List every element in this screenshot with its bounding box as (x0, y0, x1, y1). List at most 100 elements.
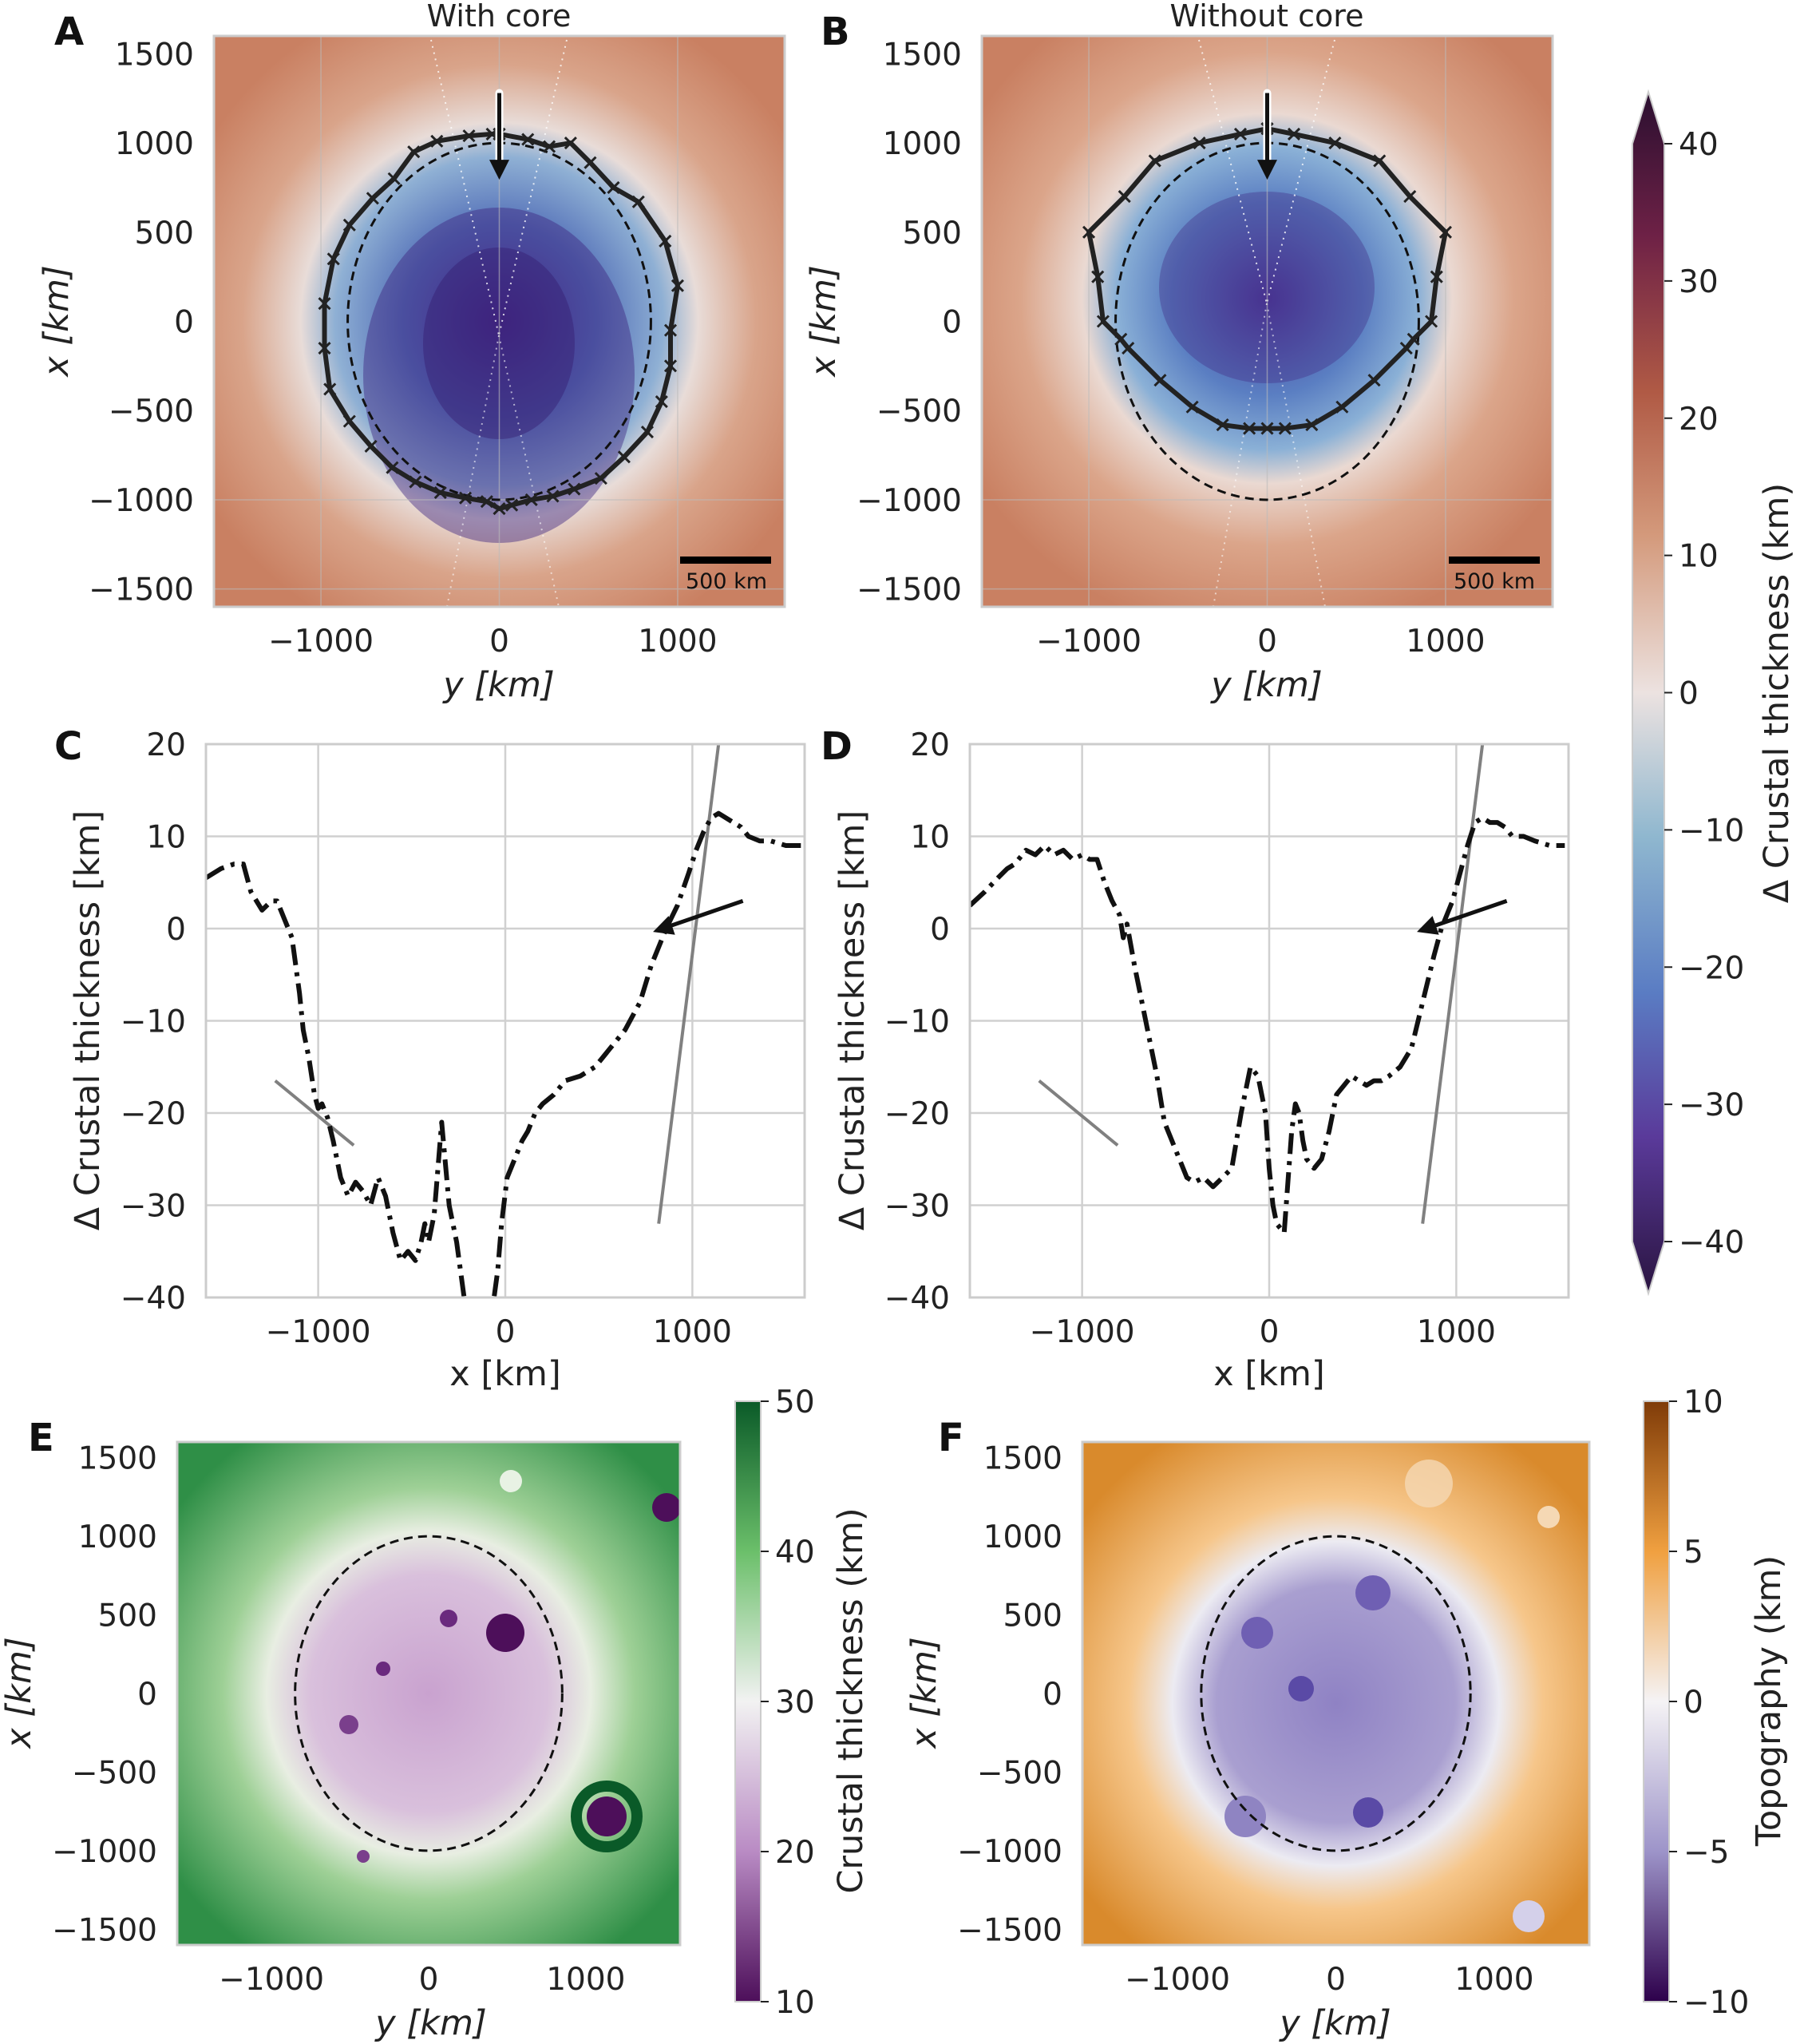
panel-a-outline-marker (543, 140, 556, 153)
topo-colorbar-tick-label: 0 (1683, 1685, 1703, 1721)
panel-b-outline-marker (1399, 341, 1413, 355)
panel-b-outline-marker (1403, 190, 1417, 204)
panel-b-frame (980, 34, 1554, 608)
panel-e-ytick-label: 500 (98, 1598, 157, 1634)
panel-a-outline-marker (607, 180, 620, 194)
panel-a-outline-marker (430, 134, 444, 148)
panel-e-xtick-label: 0 (419, 1962, 439, 1998)
crust-colorbar-tick-label: 40 (775, 1535, 815, 1571)
panel-a-outline-marker (671, 279, 684, 292)
panel-a-frame (212, 34, 786, 608)
panel-c-reference-line (274, 1079, 355, 1147)
panel-b-outline-marker (1122, 341, 1135, 355)
panel-f-xtick-label: 1000 (1454, 1962, 1533, 1998)
panel-a-outline-marker (318, 297, 331, 311)
panel-c-grid (206, 743, 805, 1299)
panel-f-frame (1081, 1440, 1591, 1947)
panel-b-outline-marker (1233, 127, 1248, 141)
panel-f-ytick-label: 500 (1003, 1598, 1062, 1634)
panel-c-reference-lines (274, 744, 721, 1224)
panel-a-outline-marker (663, 323, 678, 337)
panel-a-outline-marker (433, 485, 447, 500)
delta-colorbar-tick-label: 40 (1679, 127, 1719, 163)
crust-colorbar-ticks: 50 40 30 20 10 (761, 1384, 815, 2021)
crust-colorbar-bar (734, 1400, 762, 2002)
panel-c-xtick-label: −1000 (266, 1314, 371, 1350)
panel-a-outline-marker (462, 129, 476, 143)
panel-b-outline-marker (1216, 418, 1229, 432)
panel-a-outline-marker (318, 341, 331, 355)
panel-a-xtick-label: 1000 (638, 624, 717, 660)
panel-a-outline-marker (655, 394, 668, 409)
panel-e-ytick-label: −1000 (52, 1834, 157, 1870)
panel-a-ytick-label: 1500 (115, 37, 194, 73)
panel-b-x-ticks: −1000 0 1000 (1036, 624, 1485, 660)
delta-colorbar-tick-label: −40 (1679, 1225, 1744, 1261)
panel-d-ytick-label: 20 (910, 727, 950, 763)
panel-c-ytick-label: 0 (166, 912, 186, 948)
panel-f-dashed-ellipse (1200, 1535, 1472, 1852)
panel-b-scale-bar (1449, 557, 1540, 564)
panel-a-ylabel: x [km] (37, 265, 77, 378)
panel-a-outline-marker (659, 234, 672, 248)
topo-colorbar-ticks: 10 5 0 −5 −10 (1669, 1384, 1749, 2021)
panel-d-reference-line (1421, 744, 1485, 1224)
panel-e-ytick-label: −1500 (52, 1912, 157, 1948)
crust-colorbar-tick-label: 20 (775, 1835, 815, 1871)
panel-a-ytick-label: −1500 (89, 572, 194, 608)
panel-d-xtick-label: 1000 (1417, 1314, 1496, 1350)
panel-a-grid (214, 36, 785, 607)
panel-a-outline-marker (407, 145, 421, 159)
panel-b-scale-label: 500 km (1454, 569, 1535, 594)
panel-e-xlabel: y [km] (374, 2003, 486, 2043)
panel-b-outline-marker (1430, 270, 1443, 283)
panel-b-xtick-label: 1000 (1406, 624, 1485, 660)
panel-b-outline-marker (1153, 374, 1167, 387)
panel-c-y-ticks: 20 10 0 −10 −20 −30 −40 (121, 727, 186, 1317)
panel-a-outline-marker (342, 414, 356, 428)
panel-c-arrow (653, 898, 744, 935)
panel-a-outline-marker (663, 359, 678, 373)
panel-a-outline-marker (631, 195, 645, 208)
delta-colorbar: 40 30 20 10 0 −10 −20 −30 −40 Δ Crustal thicknes… (1632, 89, 1797, 1297)
panel-e-y-ticks: 1500 1000 500 0 −500 −1000 −1500 (52, 1441, 157, 1949)
crust-colorbar-tick-label: 50 (775, 1384, 815, 1420)
panel-e-dashed-ellipse (294, 1535, 564, 1852)
panel-b-outline-marker (1373, 154, 1387, 168)
panel-b-ytick-label: −1500 (857, 572, 962, 608)
panel-b-outline-marker (1424, 315, 1438, 328)
panel-c-ytick-label: 20 (146, 727, 186, 763)
panel-d-letter: D (821, 724, 853, 769)
panel-a-ytick-label: 1000 (115, 126, 194, 162)
panel-f-map-background (1082, 1442, 1589, 1945)
panel-a-outline-marker (387, 172, 401, 185)
panel-d-reference-line (1038, 1079, 1119, 1147)
panel-d: 20 10 0 −10 −20 −30 −40 −1000 0 1000 D x [km] Δ … (821, 724, 1570, 1394)
panel-e-xtick-label: 1000 (546, 1962, 625, 1998)
panel-e-ytick-label: −500 (72, 1755, 157, 1791)
panel-e-ytick-label: 1500 (78, 1441, 157, 1477)
panel-d-frame (968, 743, 1570, 1299)
panel-f-x-ticks: −1000 0 1000 (1125, 1962, 1533, 1998)
panel-d-x-ticks: −1000 0 1000 (1030, 1314, 1496, 1350)
panel-c-ylabel: Δ Crustal thickness [km] (68, 810, 108, 1230)
panel-a-x-ticks: −1000 0 1000 (268, 624, 717, 660)
panel-b-ylabel: x [km] (804, 265, 844, 378)
panel-d-ytick-label: −20 (884, 1096, 950, 1132)
panel-c-reference-line (657, 744, 721, 1224)
panel-b-outline-marker (1091, 270, 1105, 283)
panel-d-xtick-label: 0 (1260, 1314, 1280, 1350)
panel-d-ytick-label: 0 (930, 912, 950, 948)
panel-f-ylabel: x [km] (904, 1637, 944, 1749)
panel-a-outline-marker (409, 475, 422, 489)
panel-b-xlabel: y [km] (1209, 665, 1322, 705)
panel-b: 500 km Without core B 1500 1000 500 0 −500 −1… (804, 0, 1554, 705)
panel-b-outline-marker (1243, 422, 1256, 435)
panel-c-ytick-label: −40 (121, 1281, 186, 1317)
panel-b-outline-marker (1305, 418, 1319, 432)
panel-a: 500 km With core A 1500 1000 500 0 −500 −1000… (37, 0, 786, 705)
panel-d-xtick-label: −1000 (1030, 1314, 1135, 1350)
panel-f-ytick-label: 1500 (983, 1441, 1062, 1477)
panel-c-ytick-label: −30 (121, 1189, 186, 1225)
